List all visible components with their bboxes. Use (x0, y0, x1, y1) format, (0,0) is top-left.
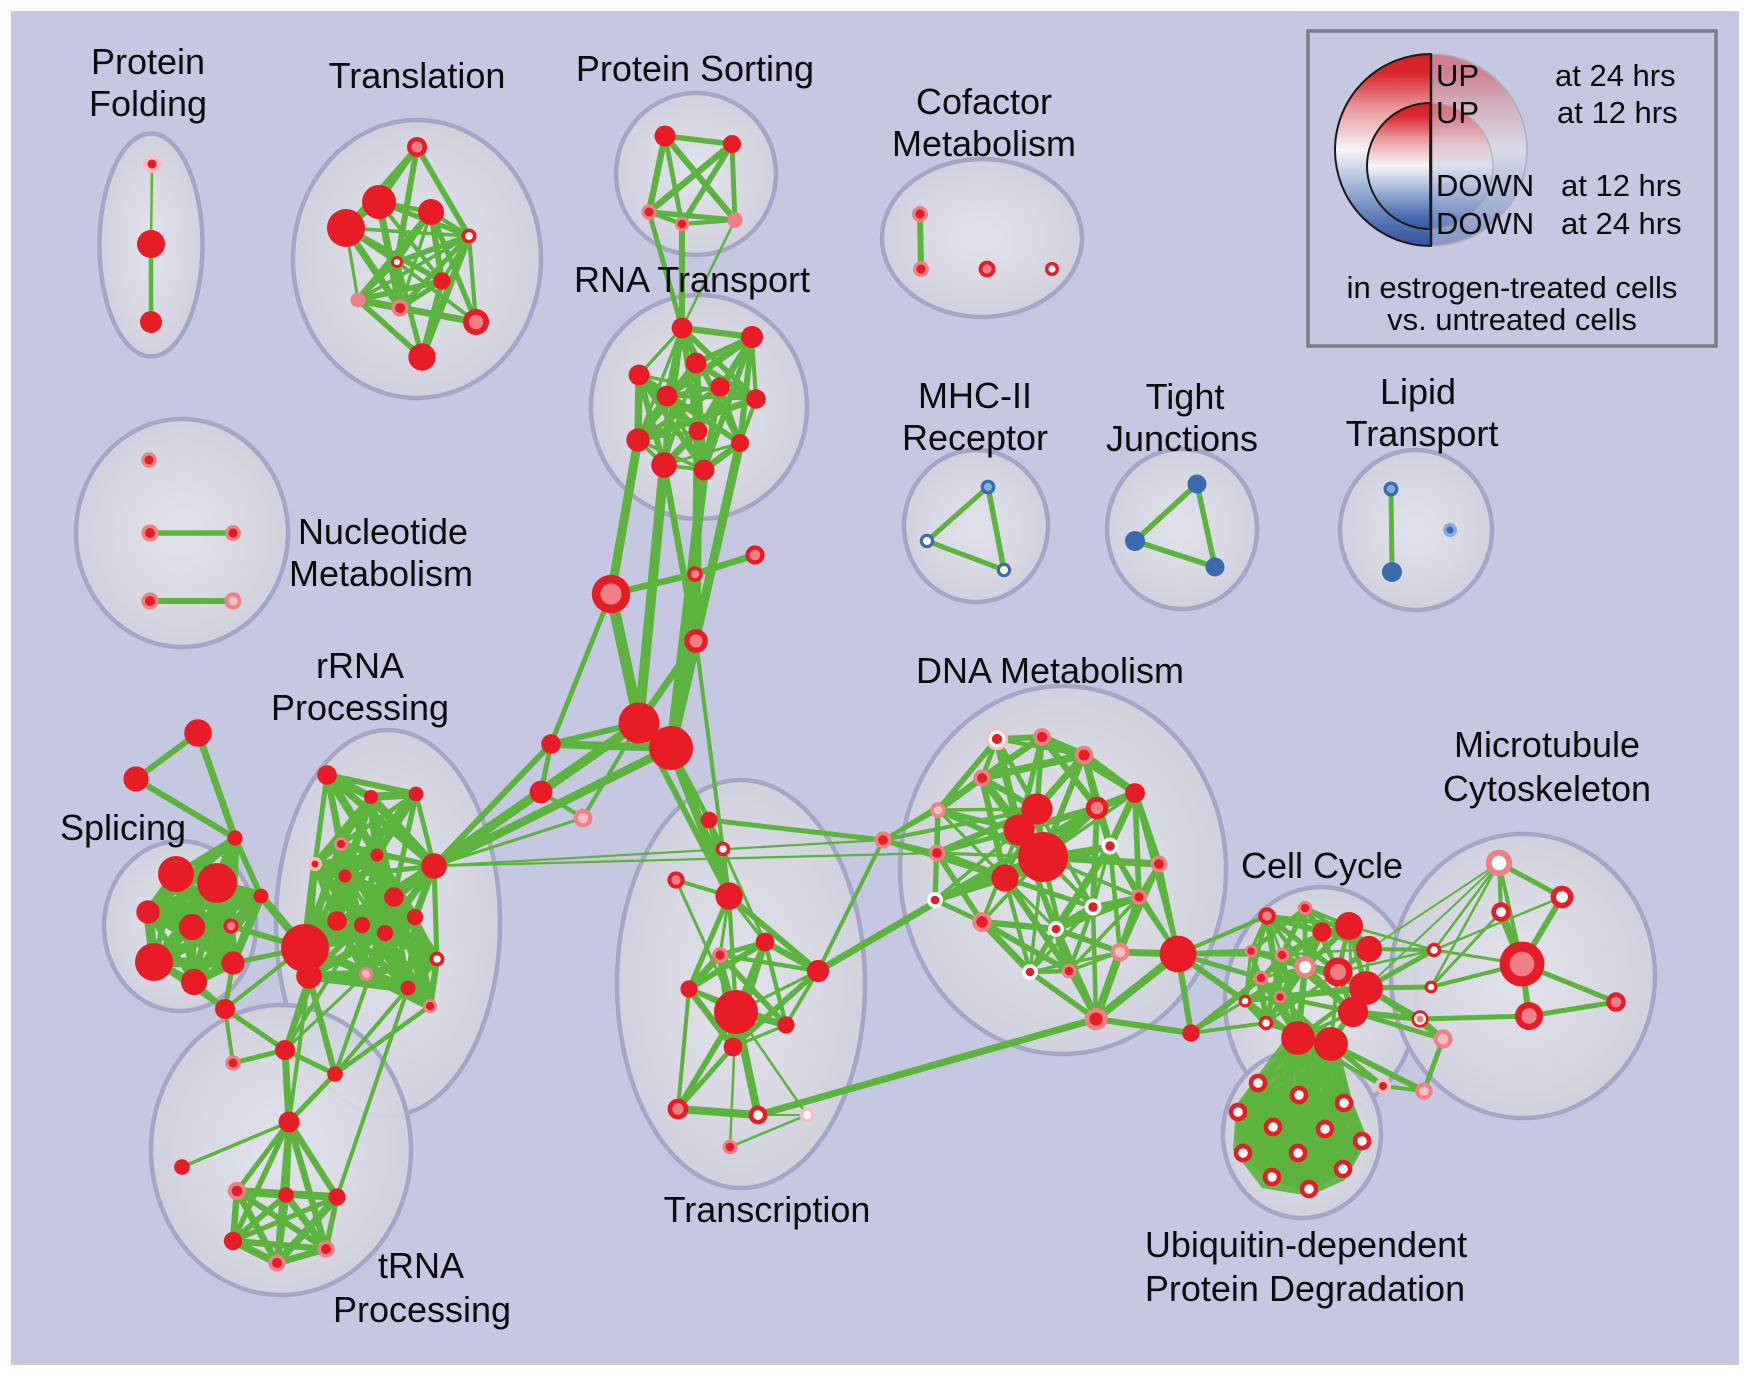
svg-text:Splicing: Splicing (60, 807, 186, 848)
svg-text:rRNA: rRNA (316, 645, 404, 686)
svg-text:Folding: Folding (89, 83, 207, 124)
svg-text:Processing: Processing (333, 1289, 511, 1330)
svg-text:Metabolism: Metabolism (892, 123, 1076, 164)
svg-text:Protein Sorting: Protein Sorting (576, 48, 814, 89)
svg-text:Tight: Tight (1146, 376, 1225, 417)
svg-text:DNA Metabolism: DNA Metabolism (916, 650, 1184, 691)
svg-text:UP: UP (1436, 58, 1479, 93)
svg-text:at 24 hrs: at 24 hrs (1555, 58, 1676, 93)
svg-text:at 12 hrs: at 12 hrs (1557, 95, 1678, 130)
svg-text:Protein Degradation: Protein Degradation (1145, 1268, 1465, 1309)
svg-text:Protein: Protein (91, 41, 205, 82)
svg-text:RNA Transport: RNA Transport (574, 259, 810, 300)
svg-text:Lipid: Lipid (1380, 371, 1456, 412)
svg-text:Junctions: Junctions (1106, 418, 1258, 459)
svg-text:Transport: Transport (1346, 413, 1499, 454)
svg-text:Cytoskeleton: Cytoskeleton (1443, 768, 1651, 809)
svg-text:Cell Cycle: Cell Cycle (1241, 845, 1403, 886)
svg-text:vs. untreated cells: vs. untreated cells (1387, 302, 1637, 337)
svg-text:tRNA: tRNA (378, 1245, 464, 1286)
svg-text:Microtubule: Microtubule (1454, 724, 1640, 765)
svg-text:Translation: Translation (329, 55, 506, 96)
svg-text:at 12 hrs: at 12 hrs (1561, 168, 1682, 203)
svg-text:Ubiquitin-dependent: Ubiquitin-dependent (1145, 1224, 1467, 1265)
svg-text:Transcription: Transcription (664, 1189, 871, 1230)
svg-text:at 24 hrs: at 24 hrs (1561, 206, 1682, 241)
svg-text:DOWN: DOWN (1436, 206, 1534, 241)
svg-text:Cofactor: Cofactor (916, 81, 1052, 122)
svg-text:UP: UP (1436, 95, 1479, 130)
svg-text:Nucleotide: Nucleotide (298, 511, 468, 552)
svg-text:in estrogen-treated cells: in estrogen-treated cells (1347, 270, 1678, 305)
svg-text:MHC-II: MHC-II (918, 375, 1032, 416)
svg-text:Receptor: Receptor (902, 417, 1048, 458)
svg-text:Metabolism: Metabolism (289, 553, 473, 594)
svg-text:Processing: Processing (271, 687, 449, 728)
svg-text:DOWN: DOWN (1436, 168, 1534, 203)
